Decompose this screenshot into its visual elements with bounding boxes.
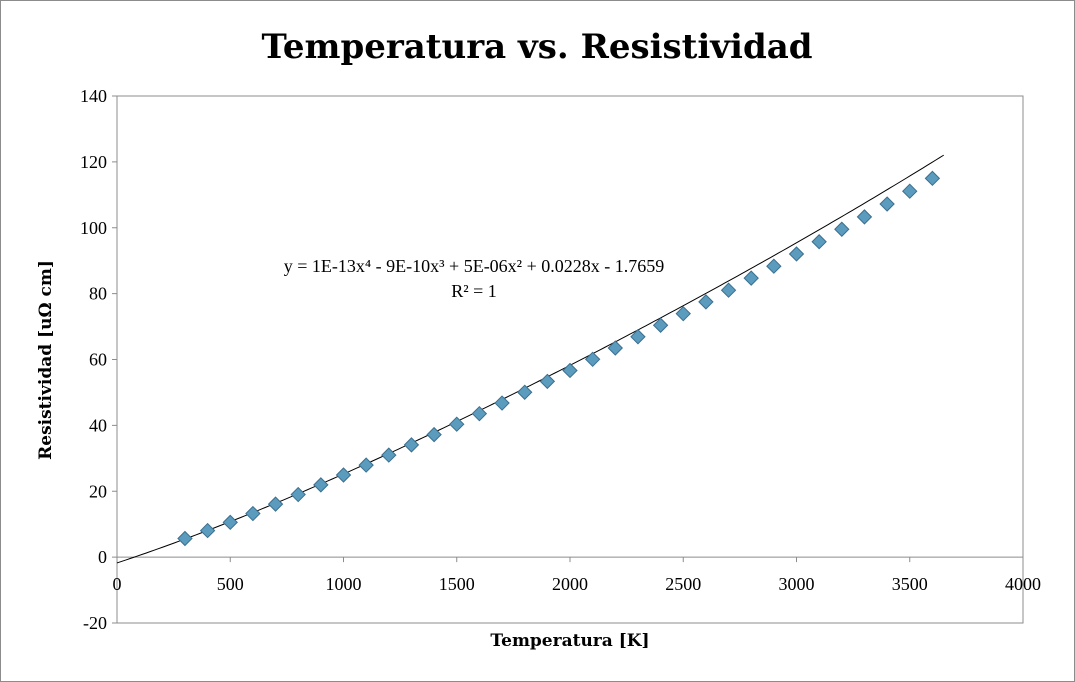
- y-tick-label: 140: [80, 86, 107, 106]
- trendline: [116, 154, 944, 564]
- data-point: [313, 477, 329, 493]
- data-point: [607, 340, 624, 356]
- data-point: [177, 530, 193, 547]
- x-tick-label: 1000: [326, 574, 362, 594]
- data-points: [177, 170, 941, 547]
- data-point: [358, 457, 374, 473]
- x-tick-label: 2000: [552, 574, 588, 594]
- trendline-equation: y = 1E-13x⁴ - 9E-10x³ + 5E-06x² + 0.0228…: [284, 256, 664, 276]
- y-tick-label: 60: [89, 350, 107, 370]
- data-point: [335, 467, 352, 483]
- data-point: [222, 514, 238, 531]
- trendline-r2: R² = 1: [451, 281, 497, 301]
- data-point: [245, 505, 261, 522]
- data-point: [562, 362, 578, 379]
- data-point: [539, 373, 556, 390]
- y-axis: -20 0 20 40 60 80 100 120 140: [80, 86, 117, 633]
- data-point: [290, 486, 306, 503]
- y-axis-title: Resistividad [uΩ cm]: [36, 260, 56, 460]
- data-point: [788, 246, 805, 262]
- y-tick-label: 0: [98, 547, 107, 567]
- data-point: [381, 447, 397, 463]
- data-point: [199, 522, 216, 539]
- plot-area: [116, 95, 1024, 624]
- data-point: [856, 209, 873, 225]
- x-tick-label: 4000: [1005, 574, 1041, 594]
- data-point: [652, 317, 669, 333]
- data-point: [630, 329, 646, 345]
- y-tick-label: 120: [80, 152, 107, 172]
- data-point: [834, 221, 850, 237]
- x-axis-title: Temperatura [K]: [490, 631, 649, 651]
- data-point: [811, 234, 827, 250]
- data-point: [449, 416, 465, 432]
- data-point: [743, 270, 759, 286]
- y-tick-label: 80: [89, 284, 107, 304]
- x-axis: 0 500 1000 1500 2000 2500 3000 3500 4000: [113, 557, 1041, 594]
- y-tick-label: 100: [80, 218, 107, 238]
- data-point: [902, 183, 918, 199]
- data-point: [879, 196, 895, 212]
- y-tick-label: -20: [83, 613, 107, 633]
- x-tick-label: 500: [217, 574, 244, 594]
- x-tick-label: 3500: [892, 574, 928, 594]
- data-point: [698, 294, 714, 310]
- data-point: [494, 395, 510, 411]
- data-point: [675, 305, 691, 322]
- data-point: [516, 384, 533, 400]
- data-point: [766, 258, 782, 274]
- data-point: [924, 170, 941, 187]
- data-point: [267, 496, 284, 512]
- data-point: [426, 426, 442, 443]
- data-point: [403, 437, 420, 453]
- x-tick-label: 2500: [665, 574, 701, 594]
- chart-title: Temperatura vs. Resistividad: [261, 27, 812, 67]
- x-tick-label: 1500: [439, 574, 475, 594]
- y-tick-label: 40: [89, 415, 107, 435]
- x-tick-label: 3000: [779, 574, 815, 594]
- x-tick-label: 0: [113, 574, 122, 594]
- data-point: [471, 405, 488, 422]
- y-tick-label: 20: [89, 481, 107, 501]
- data-point: [720, 282, 737, 298]
- data-point: [584, 351, 601, 368]
